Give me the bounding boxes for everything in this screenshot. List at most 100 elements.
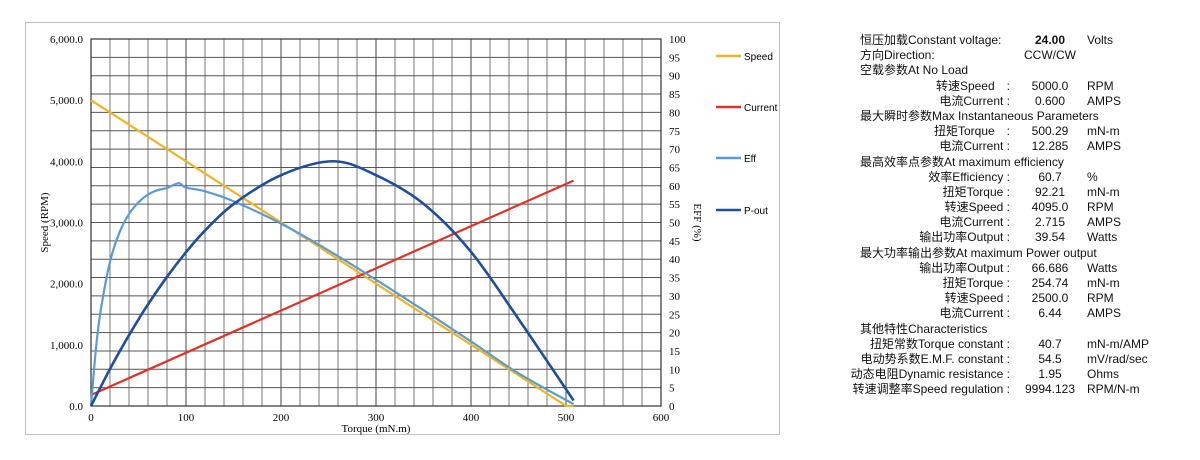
legend-label-speed: Speed (744, 52, 773, 63)
spec-value: 2500.0 (1031, 291, 1069, 306)
x-tick-label: 500 (558, 412, 575, 424)
y2-tick-label: 5 (669, 383, 675, 395)
spec-label: 扭矩常数Torque constant : (869, 336, 1010, 351)
y2-tick-label: 60 (669, 181, 681, 193)
section-title: 其他特性Characteristics (860, 321, 988, 336)
y2-tick-label: 30 (669, 291, 681, 303)
y2-tick-label: 35 (669, 273, 681, 285)
x-axis-label: Torque (mN.m) (342, 423, 411, 435)
spec-unit: RPM (1087, 200, 1114, 215)
y-tick-label: 1,000.0 (50, 340, 84, 352)
spec-label: 电动势系数E.M.F. constant : (860, 351, 1010, 366)
y2-tick-label: 50 (669, 218, 681, 230)
series-line-eff (89, 182, 575, 407)
spec-label: 转速调整率Speed regulation : (852, 382, 1010, 397)
spec-label: 转速Speed : (944, 200, 1010, 215)
spec-value: 40.7 (1038, 336, 1062, 351)
motor-performance-chart: 0 100 200 300 400 500 6000.01,000.02,000.03,00… (39, 34, 778, 435)
y-tick-label: 2,000.0 (50, 279, 84, 291)
spec-value: 9994.123 (1024, 382, 1076, 397)
spec-value: 12.285 (1031, 139, 1069, 154)
x-tick-label: 100 (178, 412, 195, 424)
spec-value: 39.54 (1034, 230, 1066, 245)
y2-tick-label: 85 (669, 89, 681, 101)
y2-axis-label: EFF (%) (691, 203, 703, 242)
x-tick-label: 600 (653, 412, 670, 424)
x-tick-label: 300 (368, 412, 385, 424)
spec-value: 6.44 (1038, 306, 1062, 321)
spec-value: 54.5 (1038, 351, 1062, 366)
y2-tick-label: 45 (669, 236, 681, 248)
spec-label: 方向Direction: (860, 48, 935, 63)
y2-tick-label: 95 (669, 52, 681, 64)
spec-label: 转速Speed : (935, 78, 1010, 93)
y2-tick-label: 40 (669, 254, 681, 266)
spec-label: 电流Current : (939, 306, 1010, 321)
spec-label: 转速Speed : (944, 291, 1010, 306)
spec-value: 4095.0 (1031, 200, 1069, 215)
x-tick-label: 200 (273, 412, 290, 424)
spec-unit: mN-m/AMP (1087, 336, 1149, 351)
y-tick-label: 3,000.0 (50, 218, 84, 230)
y2-tick-label: 65 (669, 162, 681, 174)
y2-tick-label: 100 (669, 34, 686, 46)
y2-tick-label: 80 (669, 107, 681, 119)
spec-label: 输出功率Output : (919, 230, 1010, 245)
spec-label: 动态电阻Dynamic resistance : (850, 367, 1010, 382)
spec-value: CCW/CW (1024, 48, 1076, 63)
y2-tick-label: 0 (669, 401, 675, 413)
spec-value: 24.00 (1034, 33, 1066, 47)
legend-label-p-out: P-out (744, 206, 768, 217)
spec-unit: mN-m (1087, 276, 1120, 290)
spec-unit: AMPS (1087, 306, 1122, 321)
plot-area (90, 38, 662, 407)
spec-unit: mN-m (1087, 184, 1120, 199)
y-tick-label: 0.0 (69, 401, 83, 413)
spec-label: 扭矩Torque : (933, 124, 1010, 139)
spec-value: 1.95 (1038, 367, 1062, 382)
spec-unit: Ohms (1087, 367, 1120, 382)
section-title: 最大功率输出参数At maximum Power output (860, 245, 1097, 260)
section-title: 最大瞬时参数Max Instantaneous Parameters (860, 108, 1099, 123)
spec-label: 电流Current : (939, 139, 1010, 154)
legend-label-current: Current (744, 103, 778, 114)
y2-tick-label: 15 (669, 346, 681, 358)
spec-unit: AMPS (1087, 215, 1122, 230)
spec-unit: Watts (1087, 230, 1118, 245)
y-tick-label: 5,000.0 (50, 95, 84, 107)
spec-unit: RPM (1087, 78, 1114, 93)
spec-unit: % (1087, 169, 1098, 184)
spec-unit: RPM (1087, 291, 1114, 306)
spec-unit: mN-m (1087, 124, 1120, 139)
x-tick-label: 400 (463, 412, 480, 424)
series-line-p-out (89, 159, 575, 407)
legend-label-eff: Eff (744, 154, 756, 165)
section-title: 最高效率点参数At maximum efficiency (860, 154, 1064, 169)
spec-unit: AMPS (1087, 93, 1122, 108)
spec-label: 扭矩Torque : (942, 276, 1010, 290)
chart-frame: 0 100 200 300 400 500 600 0.0 1,000.0 2,000.0 3,00… (25, 22, 780, 435)
spec-unit: Watts (1087, 260, 1118, 275)
section-title: 空载参数At No Load (860, 63, 969, 78)
spec-value: 254.74 (1031, 276, 1069, 290)
y-tick-label: 4,000.0 (50, 156, 84, 168)
spec-label: 恒压加载Constant voltage: (860, 33, 1002, 47)
spec-value: 5000.0 (1031, 78, 1069, 93)
spec-value: 92.21 (1034, 184, 1066, 199)
spec-unit: mV/rad/sec (1087, 351, 1148, 366)
series-line-speed (90, 99, 574, 408)
spec-value: 66.686 (1031, 260, 1069, 275)
spec-label: 扭矩Torque : (942, 184, 1010, 199)
spec-unit: Volts (1087, 33, 1114, 47)
spec-label: 输出功率Output : (919, 260, 1010, 275)
x-tick-label: 0 (88, 412, 94, 424)
y-axis-label: Speed (RPM) (39, 192, 51, 253)
spec-value: 500.29 (1031, 124, 1069, 139)
y-tick-label: 6,000.0 (50, 34, 84, 46)
y2-tick-label: 20 (669, 328, 681, 340)
y2-tick-label: 75 (669, 126, 681, 138)
y2-tick-label: 10 (669, 364, 681, 376)
spec-value: 0.600 (1034, 93, 1066, 108)
spec-unit: RPM/N-m (1087, 382, 1140, 397)
spec-value: 60.7 (1038, 169, 1062, 184)
